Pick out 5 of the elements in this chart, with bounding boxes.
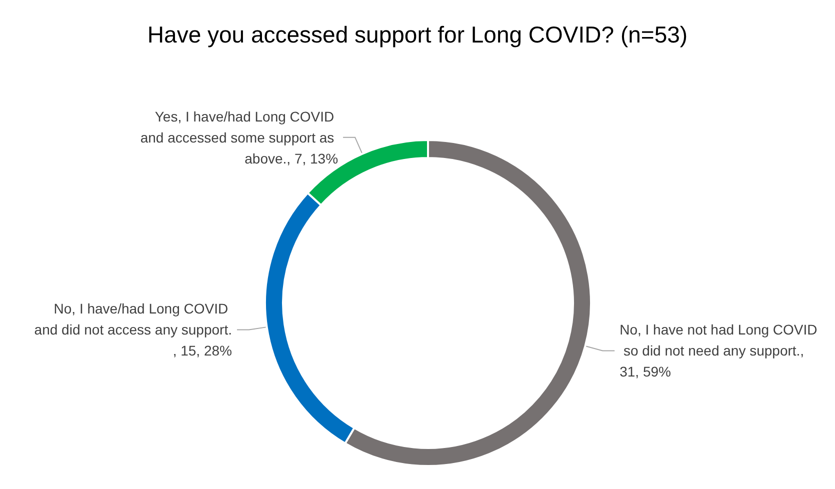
slice-label: Yes, I have/had Long COVID and accessed some support as above., 7, 13% xyxy=(140,108,338,166)
data-label: , 15, 28% xyxy=(172,342,232,359)
chart-title: Have you accessed support for Long COVID? (n=53) xyxy=(147,22,688,48)
slice-label: No, I have/had Long COVID and did not access any support. xyxy=(34,300,232,338)
slice-label: No, I have not had Long COVID so did not need any support., 31, 59% xyxy=(620,322,818,380)
